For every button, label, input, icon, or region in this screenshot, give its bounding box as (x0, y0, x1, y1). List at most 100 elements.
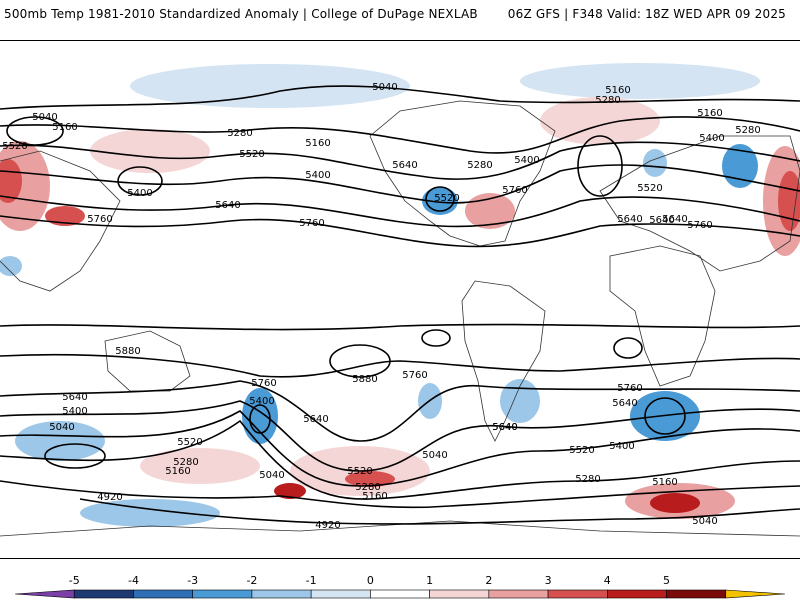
colorbar-tick-label: -2 (246, 574, 257, 587)
contour-loop (6, 116, 64, 146)
height-label: 5760 (687, 220, 712, 231)
colorbar-tick-label: -3 (187, 574, 198, 587)
height-label: 5640 (303, 414, 328, 425)
height-label: 5280 (595, 95, 620, 106)
height-label: 5520 (347, 466, 372, 477)
height-label: 5400 (62, 406, 87, 417)
colorbar-segment (488, 589, 549, 599)
anomaly-patch (540, 97, 660, 145)
colorbar-segment (14, 589, 75, 599)
colorbar-tick-label: -4 (128, 574, 139, 587)
contour-loop (613, 337, 643, 359)
colorbar-tick-label: -5 (69, 574, 80, 587)
colorbar-tick-label: -1 (306, 574, 317, 587)
colorbar-tick-label: 0 (367, 574, 374, 587)
contour-loop (117, 166, 163, 196)
height-label: 5520 (434, 193, 459, 204)
colorbar-segment (429, 589, 490, 599)
anomaly-patch (80, 499, 220, 527)
contour-line (0, 480, 800, 509)
anomaly-patch (90, 129, 210, 173)
contour-line (0, 419, 800, 500)
height-label: 5280 (575, 474, 600, 485)
africa-coast (609, 245, 716, 387)
height-label: 5520 (637, 183, 662, 194)
contour-loop (249, 404, 271, 434)
height-label: 5160 (362, 491, 387, 502)
colorbar-segment (133, 589, 193, 599)
colorbar-segment (310, 589, 371, 599)
height-label: 5040 (32, 112, 57, 123)
anomaly-patch (500, 379, 540, 423)
height-label: 5640 (492, 422, 517, 433)
contour-line (0, 380, 800, 442)
height-label: 5640 (649, 215, 674, 226)
height-label: 5400 (609, 441, 634, 452)
contour-line (0, 410, 800, 487)
height-label: 5520 (177, 437, 202, 448)
contour-loop (329, 344, 391, 378)
contour-loop (425, 186, 455, 212)
height-label: 5160 (652, 477, 677, 488)
contour-line (79, 498, 800, 525)
anomaly-patch (274, 483, 306, 499)
anomaly-map: 5040 5160 5520 5400 5760 5280 5640 5520 … (0, 40, 800, 559)
model-run-info: 06Z GFS | F348 Valid: 18Z WED APR 09 202… (507, 7, 786, 21)
height-label: 4920 (97, 492, 122, 503)
anomaly-patch (520, 63, 760, 99)
coastlines (0, 100, 800, 537)
colorbar-segment (666, 589, 727, 599)
height-label: 5280 (355, 482, 380, 493)
antarctica-coast (0, 520, 800, 537)
height-label: 5400 (514, 155, 539, 166)
height-label: 5760 (402, 370, 427, 381)
colorbar-canvas: -5 -4 -3 -2 -1 0 1 2 3 4 5 (14, 574, 786, 599)
colorbar-tick-label: 1 (426, 574, 433, 587)
colorbar-tick-label: 3 (545, 574, 552, 587)
height-label: 5640 (392, 160, 417, 171)
height-label: 5520 (2, 141, 27, 152)
height-label: 5880 (115, 346, 140, 357)
contour-loop (44, 443, 106, 469)
anomaly-patch (465, 193, 515, 229)
anomaly-shading (0, 63, 800, 527)
height-label: 5640 (215, 200, 240, 211)
height-label: 5640 (662, 214, 687, 225)
anomaly-patch (345, 471, 395, 487)
anomaly-patch (0, 256, 22, 276)
height-label: 5640 (617, 214, 642, 225)
colorbar-segment (73, 589, 134, 599)
height-label: 5280 (735, 125, 760, 136)
anomaly-patch (643, 149, 667, 177)
colorbar-segment (370, 589, 430, 599)
height-label: 5160 (305, 138, 330, 149)
height-label: 5160 (697, 108, 722, 119)
colorbar-segment (725, 589, 786, 599)
anomaly-patch (130, 64, 410, 108)
colorbar-tick-label: 5 (663, 574, 670, 587)
colorbar-segment (192, 589, 253, 599)
height-label: 5760 (87, 214, 112, 225)
height-label: 5760 (251, 378, 276, 389)
contour-loop (644, 397, 686, 435)
contour-loop (577, 135, 623, 197)
height-label: 5400 (127, 188, 152, 199)
contour-labels: 5040 5160 5520 5400 5760 5280 5640 5520 … (2, 82, 760, 531)
anomaly-patch (45, 206, 85, 226)
height-contours (0, 85, 800, 525)
contour-line (0, 323, 800, 331)
asia-coast (0, 150, 121, 292)
anomaly-patch (778, 171, 800, 231)
contour-line (0, 195, 800, 228)
height-label: 5280 (227, 128, 252, 139)
map-canvas: 5040 5160 5520 5400 5760 5280 5640 5520 … (0, 63, 800, 537)
anomaly-colorbar: -5 -4 -3 -2 -1 0 1 2 3 4 5 (0, 572, 800, 600)
height-label: 5040 (692, 516, 717, 527)
height-label: 5160 (165, 466, 190, 477)
contour-line (0, 141, 800, 180)
height-label: 4920 (315, 520, 340, 531)
height-label: 5520 (569, 445, 594, 456)
height-label: 5400 (305, 170, 330, 181)
anomaly-patch (140, 448, 260, 484)
anomaly-patch (650, 493, 700, 513)
